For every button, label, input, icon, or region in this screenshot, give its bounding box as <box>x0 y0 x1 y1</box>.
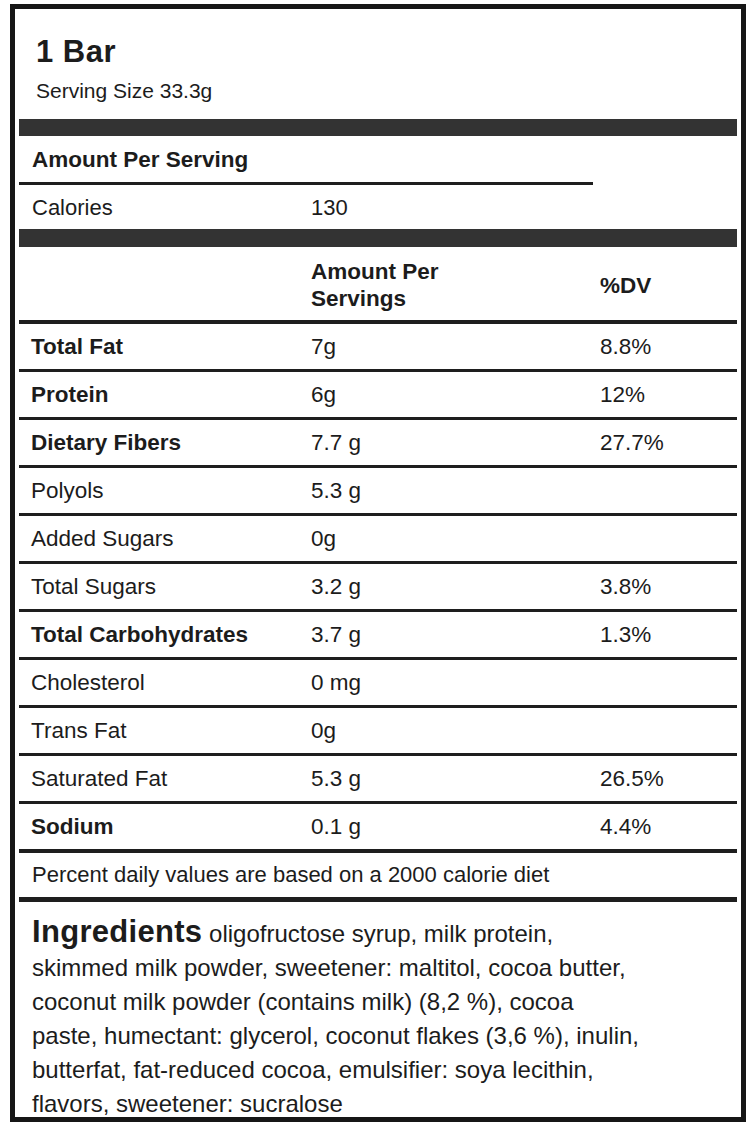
nutrient-amount: 0 mg <box>311 669 600 696</box>
nutrient-dv: 3.8% <box>600 573 737 600</box>
ingredients-text: oligofructose syrup, milk protein, skimm… <box>32 920 639 1117</box>
nutrient-amount: 5.3 g <box>311 477 600 504</box>
nutrient-dv: 26.5% <box>600 765 737 792</box>
nutrient-name: Saturated Fat <box>19 765 311 792</box>
nutrient-amount: 3.7 g <box>311 621 600 648</box>
nutrient-name: Trans Fat <box>19 717 311 744</box>
table-header-row: Amount Per Servings %DV <box>19 247 737 324</box>
column-header-amount: Amount Per Servings <box>311 258 486 312</box>
nutrient-name: Total Sugars <box>19 573 311 600</box>
table-row: Dietary Fibers 7.7 g 27.7% <box>19 420 737 468</box>
calories-label: Calories <box>19 195 311 221</box>
nutrient-name: Total Fat <box>19 333 311 360</box>
nutrient-dv: 4.4% <box>600 813 737 840</box>
column-header-dv: %DV <box>600 272 737 299</box>
serving-size: Serving Size 33.3g <box>36 78 737 103</box>
table-row: Total Fat 7g 8.8% <box>19 324 737 372</box>
nutrient-dv <box>600 525 737 552</box>
divider-bar-table <box>19 229 737 247</box>
divider-bar-top <box>19 119 737 136</box>
calories-dv-empty <box>600 195 737 221</box>
nutrient-dv: 8.8% <box>600 333 737 360</box>
calories-row: Calories 130 <box>19 195 737 221</box>
nutrient-dv <box>600 477 737 504</box>
nutrient-dv: 1.3% <box>600 621 737 648</box>
nutrient-name: Dietary Fibers <box>19 429 311 456</box>
nutrient-dv: 12% <box>600 381 737 408</box>
nutrient-name: Sodium <box>19 813 311 840</box>
serving-title: 1 Bar <box>36 34 737 70</box>
ingredients-section: Ingredients oligofructose syrup, milk pr… <box>19 902 737 1121</box>
nutrition-label: 1 Bar Serving Size 33.3g Amount Per Serv… <box>10 4 746 1122</box>
table-row: Cholesterol 0 mg <box>19 660 737 708</box>
nutrient-dv <box>600 717 737 744</box>
table-row: Trans Fat 0g <box>19 708 737 756</box>
table-row: Saturated Fat 5.3 g 26.5% <box>19 756 737 804</box>
daily-value-footnote: Percent daily values are based on a 2000… <box>19 849 737 902</box>
heading-underline <box>19 182 593 185</box>
calories-value: 130 <box>311 195 600 221</box>
nutrient-amount: 3.2 g <box>311 573 600 600</box>
table-row: Added Sugars 0g <box>19 516 737 564</box>
nutrient-name: Cholesterol <box>19 669 311 696</box>
nutrient-dv <box>600 669 737 696</box>
nutrient-amount: 0.1 g <box>311 813 600 840</box>
nutrient-name: Total Carbohydrates <box>19 621 311 648</box>
nutrient-amount: 0g <box>311 525 600 552</box>
nutrient-amount: 5.3 g <box>311 765 600 792</box>
amount-per-serving-heading: Amount Per Serving <box>32 147 737 173</box>
nutrient-amount: 7g <box>311 333 600 360</box>
nutrient-name: Polyols <box>19 477 311 504</box>
table-row: Sodium 0.1 g 4.4% <box>19 804 737 849</box>
nutrient-amount: 6g <box>311 381 600 408</box>
nutrient-dv: 27.7% <box>600 429 737 456</box>
nutrient-amount: 0g <box>311 717 600 744</box>
nutrient-table: Total Fat 7g 8.8% Protein 6g 12% Dietary… <box>19 324 737 849</box>
nutrient-amount: 7.7 g <box>311 429 600 456</box>
table-row: Protein 6g 12% <box>19 372 737 420</box>
table-row: Polyols 5.3 g <box>19 468 737 516</box>
ingredients-heading: Ingredients <box>32 914 202 949</box>
table-row: Total Carbohydrates 3.7 g 1.3% <box>19 612 737 660</box>
nutrient-name: Protein <box>19 381 311 408</box>
nutrient-name: Added Sugars <box>19 525 311 552</box>
table-row: Total Sugars 3.2 g 3.8% <box>19 564 737 612</box>
